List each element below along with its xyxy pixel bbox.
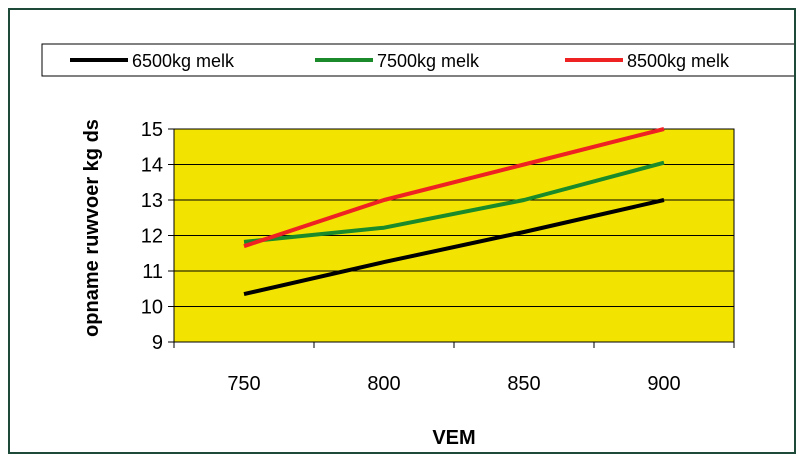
series-line-8500kg-melk	[243, 127, 665, 249]
axes	[168, 128, 735, 348]
x-tick-label: 850	[507, 373, 540, 395]
legend-box	[41, 43, 794, 77]
series-line-6500kg-melk	[243, 198, 665, 297]
y-tick-label: 9	[152, 332, 163, 354]
series-line-7500kg-melk	[243, 160, 665, 244]
series-lines	[243, 127, 665, 297]
y-tick-label: 14	[141, 155, 163, 177]
line-chart: 6500kg melk 7500kg melk 8500kg melk 9 10 11 1…	[41, 43, 794, 449]
y-tick-label: 12	[141, 226, 163, 248]
x-tick-label: 900	[647, 373, 680, 395]
y-axis-title: opname ruwvoer kg ds	[81, 119, 103, 337]
legend-label: 6500kg melk	[132, 51, 235, 71]
x-axis-title: VEM	[432, 427, 475, 449]
gridlines	[174, 128, 734, 307]
x-tick-labels: 750 800 850 900	[227, 373, 680, 395]
legend: 6500kg melk 7500kg melk 8500kg melk	[41, 43, 794, 77]
y-tick-labels: 9 10 11 12 13 14 15	[141, 119, 163, 354]
chart-frame: 6500kg melk 7500kg melk 8500kg melk 9 10 11 1…	[8, 8, 796, 454]
legend-label: 7500kg melk	[377, 51, 480, 71]
x-tick-label: 800	[367, 373, 400, 395]
y-tick-label: 11	[142, 261, 163, 283]
legend-label: 8500kg melk	[627, 51, 730, 71]
y-tick-label: 10	[141, 297, 163, 319]
x-tick-label: 750	[227, 373, 260, 395]
y-tick-label: 15	[141, 119, 163, 141]
y-tick-label: 13	[141, 190, 163, 212]
